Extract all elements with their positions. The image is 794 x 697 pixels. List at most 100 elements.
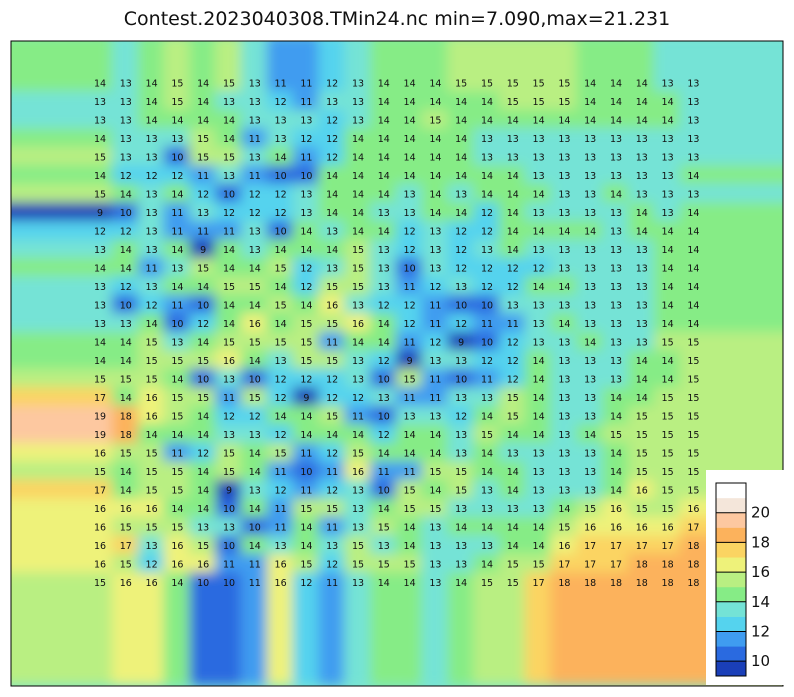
field-cell: [602, 516, 630, 538]
grid-value-label: 18: [120, 412, 132, 423]
grid-value-label: 14: [146, 79, 158, 90]
field-cell: [498, 572, 527, 593]
field-cell: [163, 424, 192, 445]
grid-value-label: 14: [687, 282, 699, 293]
grid-value-label: 14: [94, 79, 106, 90]
field-cell: [0, 54, 11, 75]
grid-value-label: 17: [687, 523, 699, 534]
field-cell: [318, 572, 347, 593]
field-cell: [86, 572, 114, 593]
grid-value-label: 13: [429, 412, 441, 423]
plot-frame: [10, 40, 784, 687]
field-cell: [111, 72, 140, 94]
grid-value-label: 10: [455, 375, 467, 386]
field-cell: [576, 664, 605, 686]
field-cell: [111, 257, 140, 279]
grid-value-label: 14: [352, 134, 364, 145]
field-cell: [86, 294, 114, 316]
field-cell: [627, 331, 656, 353]
field-cell: [163, 257, 192, 279]
field-cell: [240, 276, 269, 297]
grid-value-label: 13: [481, 541, 493, 552]
field-cell: [498, 609, 527, 630]
field-cell: [111, 91, 140, 112]
grid-value-label: 13: [610, 319, 622, 330]
field-cell: [576, 424, 605, 445]
field-cell: [111, 461, 140, 482]
grid-value-label: 14: [558, 504, 570, 515]
grid-value-label: 15: [481, 578, 493, 589]
grid-value-label: 13: [146, 208, 158, 219]
grid-value-label: 13: [533, 171, 545, 182]
field-cell: [679, 183, 708, 205]
field-cell: [627, 54, 656, 75]
field-cell: [111, 276, 140, 297]
field-cell: [318, 498, 347, 519]
field-cell: [679, 590, 708, 612]
grid-value-label: 15: [662, 412, 674, 423]
grid-value-label: 13: [533, 486, 545, 497]
field-cell: [215, 220, 243, 242]
field-cell: [137, 553, 166, 575]
field-cell: [344, 165, 372, 186]
field-cell: [86, 516, 114, 538]
field-cell: [344, 664, 372, 686]
grid-value-label: 13: [429, 227, 441, 238]
colorbar-frame: [715, 482, 747, 677]
field-cell: [627, 239, 656, 260]
field-cell: [782, 313, 783, 334]
field-cell: [576, 109, 605, 131]
grid-value-label: 16: [610, 504, 622, 515]
grid-value-label: 9: [200, 245, 206, 256]
field-cell: [137, 498, 166, 519]
grid-value-label: 13: [429, 523, 441, 534]
field-cell: [524, 553, 553, 575]
grid-value-label: 12: [120, 227, 132, 238]
field-cell: [653, 72, 682, 94]
field-cell: [705, 72, 734, 94]
grid-value-label: 13: [558, 449, 570, 460]
grid-value-label: 13: [404, 190, 416, 201]
grid-value-label: 15: [687, 412, 699, 423]
grid-value-label: 18: [662, 560, 674, 571]
field-cell: [395, 257, 424, 279]
field-cell: [473, 91, 501, 112]
field-cell: [86, 350, 114, 371]
grid-value-label: 14: [146, 430, 158, 441]
field-cell: [215, 572, 243, 593]
grid-value-label: 14: [507, 208, 519, 219]
field-cell: [473, 41, 501, 57]
field-cell: [86, 387, 114, 408]
field-cell: [602, 405, 630, 427]
field-cell: [447, 41, 476, 57]
field-cell: [782, 109, 783, 131]
field-cell: [679, 424, 708, 445]
field-cell: [550, 54, 579, 75]
grid-value-label: 14: [636, 393, 648, 404]
colorbar-segment: [716, 497, 746, 513]
grid-value-label: 14: [584, 227, 596, 238]
grid-value-label: 15: [300, 356, 312, 367]
field-cell: [34, 424, 63, 445]
grid-value-label: 13: [533, 467, 545, 478]
field-cell: [782, 424, 783, 445]
field-cell: [34, 165, 63, 186]
field-cell: [266, 276, 295, 297]
field-cell: [163, 72, 192, 94]
field-cell: [0, 572, 11, 593]
grid-value-label: 17: [584, 560, 596, 571]
field-cell: [86, 128, 114, 149]
field-cell: [344, 516, 372, 538]
field-cell: [163, 590, 192, 612]
grid-value-label: 14: [352, 338, 364, 349]
field-cell: [189, 54, 218, 75]
field-cell: [137, 442, 166, 464]
field-cell: [189, 220, 218, 242]
chart-title: Contest.2023040308.TMin24.nc min=7.090,m…: [123, 8, 671, 30]
grid-value-label: 9: [407, 356, 413, 367]
grid-value-label: 14: [197, 116, 209, 127]
grid-value-label: 14: [94, 264, 106, 275]
field-cell: [292, 72, 321, 94]
field-cell: [189, 405, 218, 427]
field-cell: [602, 91, 630, 112]
